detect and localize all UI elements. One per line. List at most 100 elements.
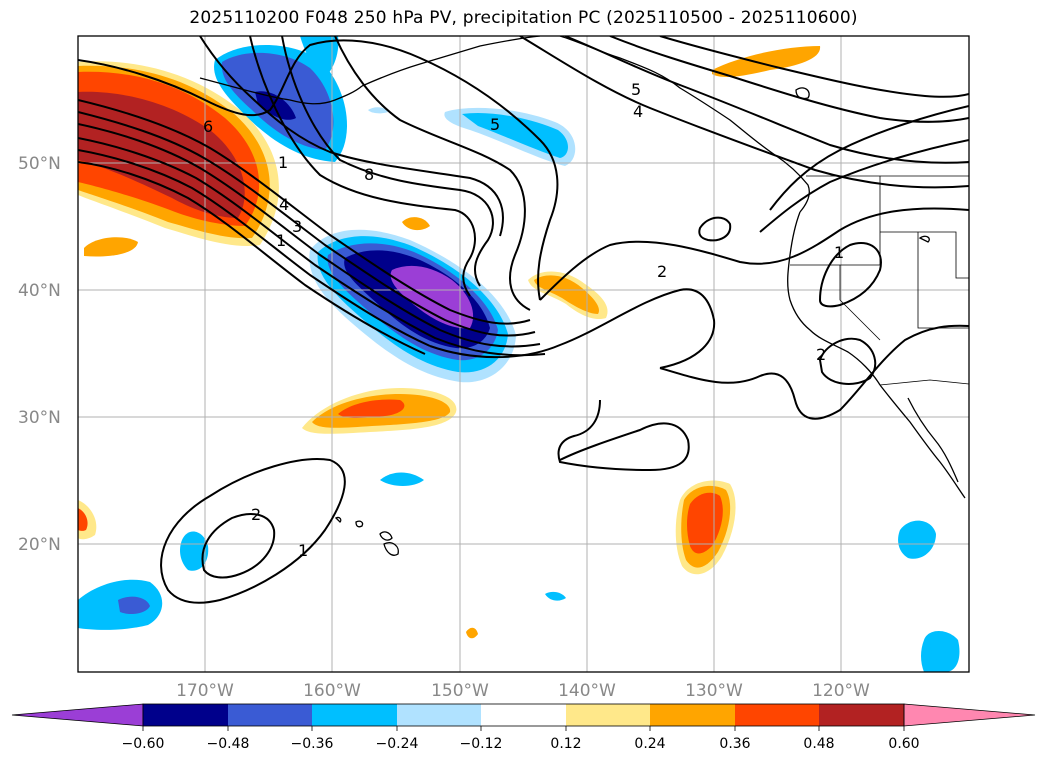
contour-label-5a: 5 (490, 115, 500, 134)
coast-baja (879, 384, 966, 499)
pv-contour-1-east (818, 242, 882, 308)
lon-label-130w: 130°W (685, 681, 743, 701)
lon-label-160w: 160°W (303, 681, 361, 701)
contour-label-4: 4 (279, 195, 289, 214)
coast-hawaii-1 (379, 531, 393, 541)
colorbar-label: 0.60 (888, 736, 919, 752)
border-state-4 (880, 231, 969, 279)
colorbar-segment (481, 704, 566, 726)
contour-label-2: 2 (657, 262, 667, 281)
coast-aleutians (199, 77, 363, 105)
lon-label-120w: 120°W (812, 681, 870, 701)
contour-label-5b: 5 (631, 80, 641, 99)
pv-contour-ridge-7 (249, 36, 476, 297)
coast-hawaii-2 (383, 542, 399, 556)
pv-contour-ne-7 (659, 36, 969, 98)
pv-contour-5a (78, 111, 536, 337)
pv-contour-south-wave (659, 324, 969, 420)
lon-label-150w: 150°W (431, 681, 489, 701)
contour-label-1c: 1 (834, 243, 844, 262)
lat-label-20n: 20°N (18, 535, 61, 555)
pv-contour-ne-6 (609, 36, 969, 123)
colorbar-extend-high (903, 703, 1036, 727)
precip-negative-small-3 (368, 107, 388, 114)
precip-positive-small-2 (402, 217, 430, 231)
precip-negative-top (300, 36, 339, 80)
map-frame (77, 35, 970, 673)
precip-negative-main-purple (390, 265, 474, 329)
colorbar-label: 0.12 (550, 736, 581, 752)
pv-contour-ridge-8 (281, 36, 494, 287)
colorbar-label: −0.12 (460, 736, 503, 752)
precip-negative-20n (180, 531, 209, 571)
coast-baja-peninsula (907, 397, 959, 483)
coast-hawaii-4 (334, 516, 342, 523)
border-ca-nv (839, 265, 881, 341)
coastlines (199, 36, 966, 556)
pv-contour-ne-4 (519, 36, 969, 189)
precip-positive-31n-red (338, 399, 405, 418)
pv-contour-3a (78, 137, 546, 357)
colorbar-segment (566, 704, 650, 726)
colorbar-segment (397, 704, 481, 726)
colorbar-extend-low (11, 703, 144, 727)
colorbar-segment (312, 704, 397, 726)
colorbar-labels: −0.60 −0.48 −0.36 −0.24 −0.12 0.12 0.24 … (122, 736, 920, 752)
latitude-labels: 50°N 40°N 30°N 20°N (18, 154, 61, 555)
coast-island-ne-2 (918, 235, 930, 243)
contour-label-1a: 1 (278, 153, 288, 172)
pv-contour-6 (78, 99, 531, 325)
lat-label-30n: 30°N (18, 408, 61, 428)
pv-contour-2a (78, 149, 431, 347)
pv-contour-1a (78, 161, 426, 355)
colorbar-label: −0.36 (291, 736, 334, 752)
colorbar-label: −0.60 (122, 736, 165, 752)
colorbar-label: −0.48 (207, 736, 250, 752)
border-us-mexico (879, 379, 969, 386)
precip-negative-band-inner (462, 112, 568, 158)
precip-positive-small-1 (84, 237, 138, 257)
colorbar-label: 0.24 (634, 736, 665, 752)
precip-positive-41n-orange (534, 275, 600, 314)
pv-contour-2-central (539, 207, 969, 301)
pv-contour-1-central (429, 288, 716, 369)
colorbar-label: 0.48 (803, 736, 834, 752)
pv-contour-ne-2 (769, 105, 969, 211)
precip-negative-sw-med (118, 596, 150, 614)
contour-label-1b: 1 (276, 231, 286, 250)
colorbar-ticks (142, 726, 905, 731)
contour-label-8: 8 (364, 165, 374, 184)
coast-alaska-bc (559, 36, 810, 213)
contour-label-3: 3 (292, 217, 302, 236)
pv-contour-ridge-b (334, 36, 531, 311)
pv-contour-2-south (201, 513, 276, 579)
coast-alaska-south (361, 36, 541, 87)
colorbar-label: 0.36 (719, 736, 750, 752)
colorbar: −0.60 −0.48 −0.36 −0.24 −0.12 0.12 0.24 … (11, 703, 1036, 752)
coast-pacific-nw (787, 211, 881, 386)
pv-contour-ridge-5 (199, 36, 504, 237)
longitude-labels: 170°W 160°W 150°W 140°W 130°W 120°W (176, 681, 870, 701)
contour-label-1d: 1 (298, 541, 308, 560)
coast-island-ne-1 (795, 87, 810, 100)
colorbar-segment (819, 704, 904, 726)
precip-negative-small-1 (380, 472, 424, 486)
pv-contour-4-small (698, 216, 732, 242)
precip-negative-se-1 (898, 520, 936, 559)
lat-label-50n: 50°N (18, 154, 61, 174)
contour-label-4b: 4 (633, 102, 643, 121)
pv-contours (78, 36, 969, 604)
precip-negative-small-2 (545, 591, 566, 601)
pv-contour-4a (78, 123, 541, 348)
precip-positive-small-3 (466, 627, 478, 639)
pv-contour-1-south (160, 458, 346, 604)
pv-contour-2-east (818, 337, 877, 385)
pv-contour-ne-5 (564, 36, 969, 164)
contour-label-6: 6 (203, 117, 213, 136)
colorbar-segment (143, 704, 228, 726)
lon-label-140w: 140°W (558, 681, 616, 701)
lon-label-170w: 170°W (176, 681, 234, 701)
precip-positive-ne (712, 46, 821, 77)
precip-negative-se-2-inner (930, 639, 952, 661)
